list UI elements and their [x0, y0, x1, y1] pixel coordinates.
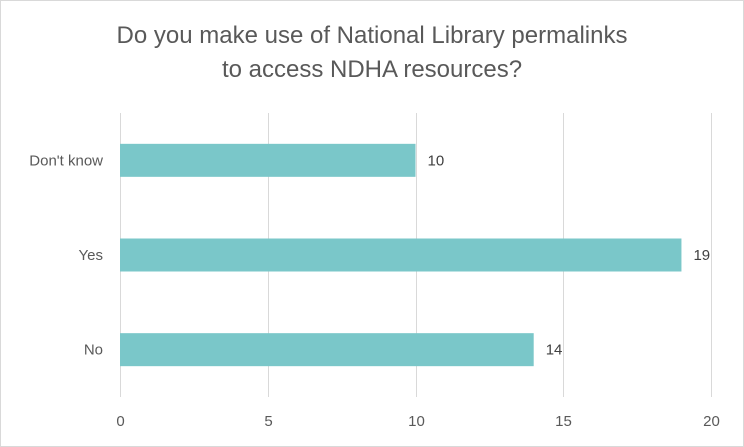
chart-title: Do you make use of National Library perm… — [1, 19, 743, 87]
data-label-2: 14 — [546, 342, 563, 359]
data-label-0: 10 — [428, 152, 445, 169]
x-tick-label-0: 0 — [116, 413, 124, 430]
x-tick-label-10: 10 — [408, 413, 425, 430]
category-label-1: Yes — [79, 247, 103, 264]
bar-2 — [120, 333, 534, 367]
bar-0 — [120, 143, 416, 177]
x-tick-label-20: 20 — [703, 413, 720, 430]
x-tick-label-5: 5 — [264, 413, 272, 430]
chart-title-line-1: Do you make use of National Library perm… — [116, 22, 628, 49]
bar-1 — [120, 238, 682, 272]
chart-title-line-2: to access NDHA resources? — [221, 56, 523, 83]
x-tick-label-15: 15 — [555, 413, 572, 430]
category-label-2: No — [84, 342, 103, 359]
category-label-0: Don't know — [29, 152, 103, 169]
data-label-1: 19 — [693, 247, 710, 264]
